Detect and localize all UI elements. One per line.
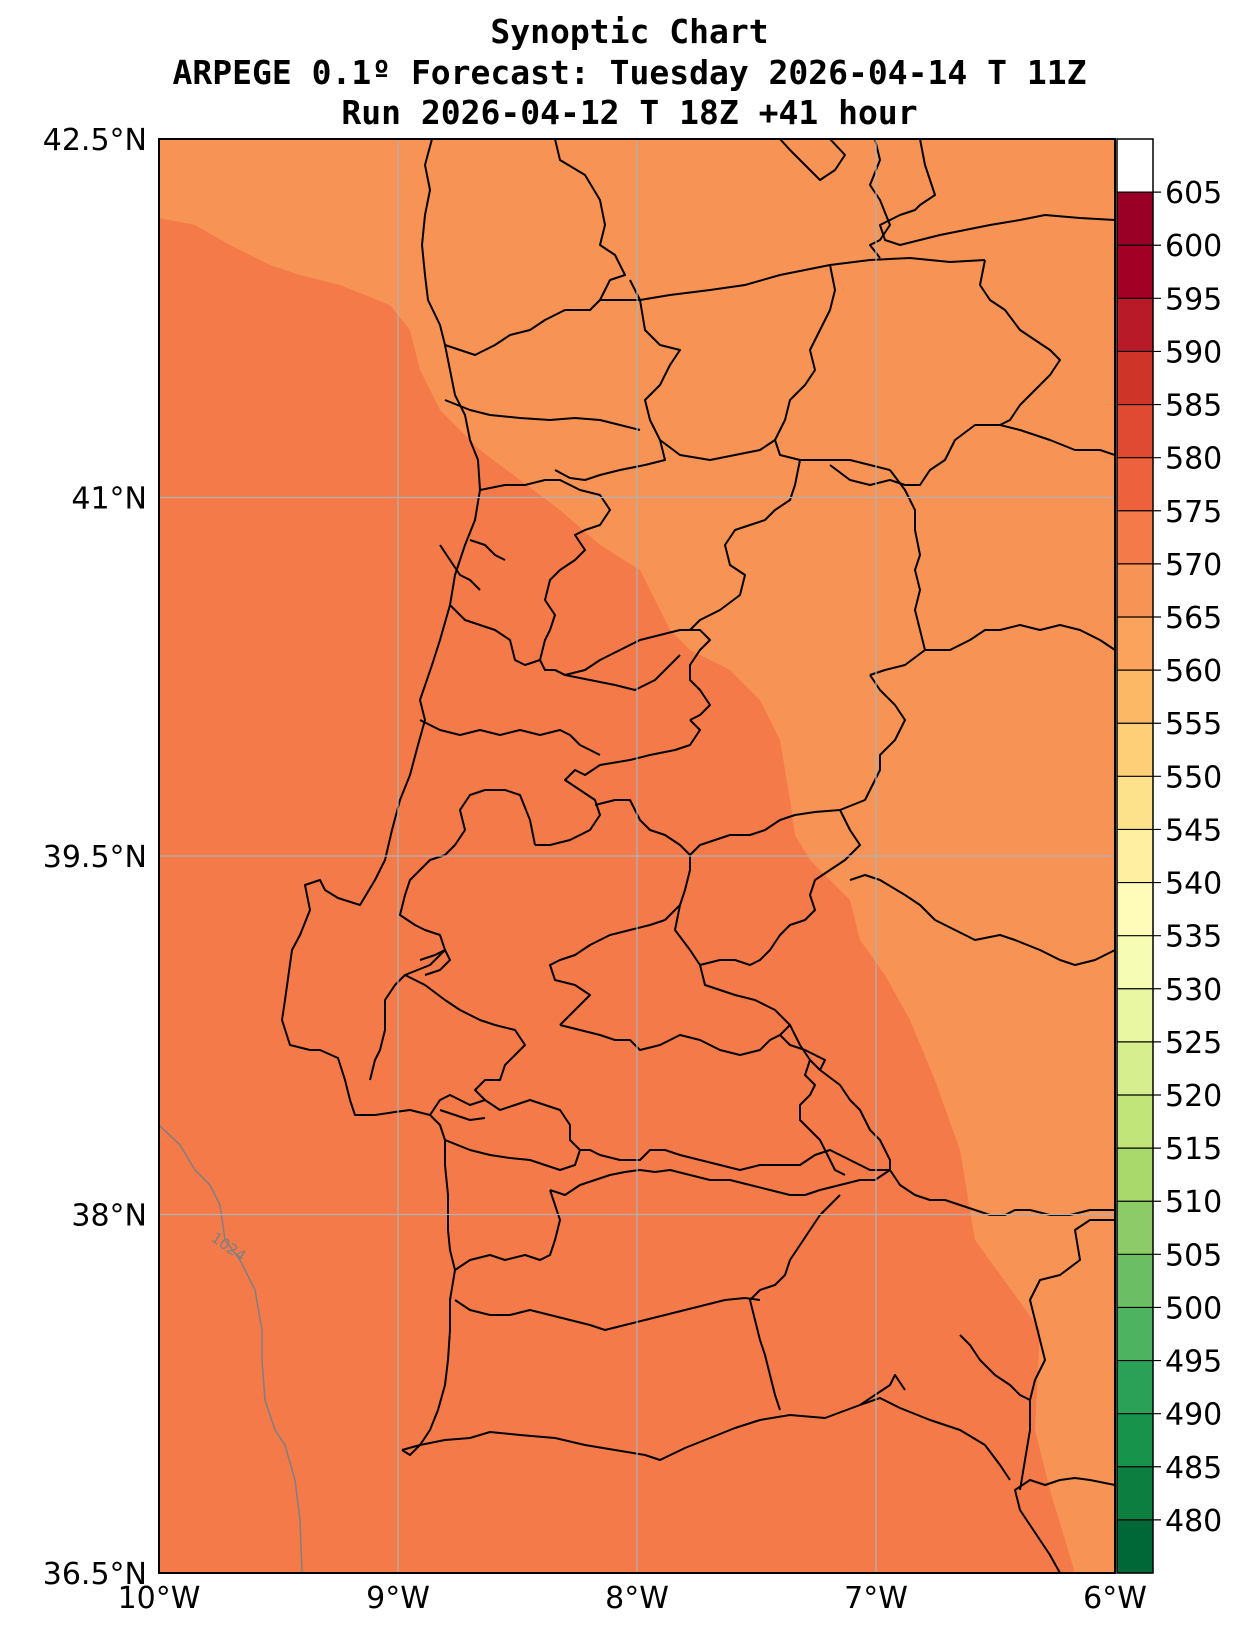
chart-title-line-3: Run 2026-04-12 T 18Z +41 hour (341, 93, 918, 132)
colorbar-tick-label: 500 (1165, 1291, 1222, 1326)
colorbar-segment (1117, 723, 1153, 777)
colorbar-segment (1117, 988, 1153, 1043)
chart-title-line-2: ARPEGE 0.1º Forecast: Tuesday 2026-04-14… (172, 53, 1087, 92)
east-border (1014, 1477, 1115, 1573)
lon-tick-label: 8°W (605, 1581, 669, 1616)
colorbar-frame (1116, 138, 1154, 1574)
colorbar-segment (1117, 1413, 1153, 1468)
colorbar-tick-label: 540 (1165, 867, 1222, 902)
lat-tick-label: 39.5°N (43, 840, 147, 875)
colorbar-tick-label: 575 (1165, 495, 1222, 530)
lat-tick-label: 42.5°N (43, 123, 147, 158)
colorbar-tick-label: 570 (1165, 548, 1222, 583)
colorbar-segment (1117, 1466, 1153, 1521)
colorbar-tick-label: 585 (1165, 389, 1222, 424)
colorbar: 480 485 490 495 500 505 510 515 520 525 530 535 540 5… (1116, 138, 1222, 1574)
colorbar-segment (1117, 1360, 1153, 1415)
colorbar-segment (1117, 351, 1153, 406)
colorbar-tick-label: 530 (1165, 973, 1222, 1008)
colorbar-segment (1117, 245, 1153, 299)
colorbar-tick-label: 535 (1165, 920, 1222, 955)
coastline (281, 139, 481, 1456)
colorbar-tick-label: 545 (1165, 813, 1222, 848)
latitude-tick-labels: 42.5°N 41°N 39.5°N 38°N 36.5°N (43, 123, 147, 1592)
lon-tick-label: 10°W (118, 1581, 201, 1616)
colorbar-tick-label: 580 (1165, 442, 1222, 477)
colorbar-tick-label: 515 (1165, 1132, 1222, 1167)
map-frame (158, 138, 1116, 1574)
colorbar-tick-label: 595 (1165, 282, 1222, 317)
longitude-tick-labels: 10°W 9°W 8°W 7°W 6°W (118, 1581, 1147, 1616)
lat-tick-label: 41°N (71, 482, 147, 517)
colorbar-tick-label: 480 (1165, 1504, 1222, 1539)
colorbar-tick-label: 525 (1165, 1026, 1222, 1061)
colorbar-segment (1117, 510, 1153, 565)
colorbar-segment (1117, 1519, 1153, 1574)
colorbar-segment (1117, 776, 1153, 831)
lon-tick-label: 6°W (1083, 1581, 1147, 1616)
colorbar-segment (1117, 192, 1153, 246)
colorbar-segment (1117, 935, 1153, 990)
colorbar-tick-label: 505 (1165, 1238, 1222, 1273)
colorbar-tick-label: 520 (1165, 1079, 1222, 1114)
colorbar-segment (1117, 1254, 1153, 1309)
colorbar-tick-label: 565 (1165, 601, 1222, 636)
district-borders (281, 139, 1115, 1573)
colorbar-segment (1117, 882, 1153, 937)
lat-tick-label: 38°N (71, 1199, 147, 1234)
south-coast (401, 1397, 1011, 1481)
colorbar-tick-label: 555 (1165, 707, 1222, 742)
colorbar-segment (1117, 1148, 1153, 1202)
colorbar-tick-label: 550 (1165, 760, 1222, 795)
isobar-1024 (159, 1124, 303, 1573)
lon-tick-label: 9°W (366, 1581, 430, 1616)
colorbar-tick-label: 560 (1165, 654, 1222, 689)
colorbar-segment (1117, 298, 1153, 353)
colorbar-tick-label: 485 (1165, 1451, 1222, 1486)
colorbar-segment (1117, 829, 1153, 884)
colorbar-segment (1117, 563, 1153, 618)
colorbar-segment (1117, 1307, 1153, 1362)
colorbar-segment (1117, 1095, 1153, 1149)
colorbar-tick-label: 600 (1165, 229, 1222, 264)
colorbar-segment (1117, 670, 1153, 724)
colorbar-segment (1117, 457, 1153, 512)
colorbar-segment (1117, 404, 1153, 459)
colorbar-tick-label: 510 (1165, 1185, 1222, 1220)
colorbar-segment (1117, 1041, 1153, 1096)
colorbar-tick-label: 495 (1165, 1345, 1222, 1380)
colorbar-tick-label: 590 (1165, 335, 1222, 370)
colorbar-segment (1117, 1201, 1153, 1255)
colorbar-tick-label: 605 (1165, 176, 1222, 211)
colorbar-tick-label: 490 (1165, 1398, 1222, 1433)
chart-title-line-1: Synoptic Chart (490, 12, 769, 51)
lon-tick-label: 7°W (844, 1581, 908, 1616)
lat-tick-label: 36.5°N (43, 1557, 147, 1592)
colorbar-segment (1117, 617, 1153, 671)
